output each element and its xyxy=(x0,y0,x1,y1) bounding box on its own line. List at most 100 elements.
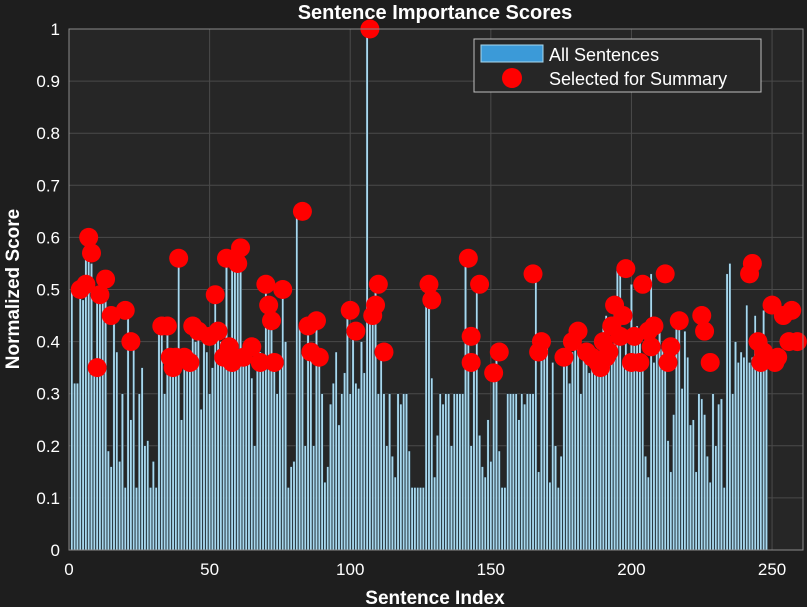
selected-point xyxy=(273,280,293,299)
y-tick-label: 0.7 xyxy=(36,176,60,195)
bar xyxy=(742,357,746,551)
bar xyxy=(512,393,515,551)
selected-point xyxy=(87,358,107,378)
x-tick-label: 150 xyxy=(477,560,505,579)
selected-point xyxy=(368,274,388,294)
bar xyxy=(756,346,760,551)
bar xyxy=(736,362,740,551)
bar xyxy=(461,393,465,551)
bar xyxy=(340,393,344,551)
selected-point xyxy=(81,243,101,263)
selected-point xyxy=(661,337,681,357)
bar xyxy=(289,466,293,551)
bar xyxy=(410,487,414,551)
bar xyxy=(483,476,487,551)
bar xyxy=(630,284,633,551)
bar xyxy=(205,351,209,551)
selected-point xyxy=(692,306,712,326)
bar xyxy=(472,362,476,551)
bar xyxy=(748,362,751,551)
bar xyxy=(143,445,147,551)
bar xyxy=(334,351,338,551)
bar xyxy=(351,330,355,551)
bar xyxy=(523,403,526,551)
bar xyxy=(433,476,436,551)
bar xyxy=(759,341,763,551)
bar xyxy=(607,362,611,551)
plot-border xyxy=(68,28,804,551)
bar xyxy=(348,393,352,551)
bar xyxy=(219,341,223,551)
bar xyxy=(227,357,231,551)
bar xyxy=(87,252,91,551)
y-tick-label: 0.6 xyxy=(36,228,60,247)
bar xyxy=(239,263,242,551)
bar xyxy=(154,487,158,551)
bar xyxy=(199,409,203,551)
legend-marker-swatch xyxy=(502,68,522,88)
bar xyxy=(354,383,358,551)
bar xyxy=(579,393,583,551)
bar xyxy=(382,393,386,551)
bar xyxy=(225,258,228,551)
bar xyxy=(295,211,299,551)
selected-point xyxy=(90,285,110,305)
bar xyxy=(346,310,349,551)
bar xyxy=(309,351,313,551)
bar xyxy=(576,330,580,551)
selected-point xyxy=(782,300,802,320)
bar xyxy=(284,341,287,551)
selected-point xyxy=(630,352,650,372)
selected-point xyxy=(242,337,262,357)
bar xyxy=(669,471,673,551)
y-tick-label: 1 xyxy=(51,20,60,39)
bar xyxy=(157,325,161,551)
bar xyxy=(725,273,729,551)
selected-point xyxy=(742,253,762,273)
y-tick-label: 0.3 xyxy=(36,385,60,404)
bar xyxy=(312,445,315,551)
selected-point xyxy=(115,300,135,320)
bar xyxy=(236,247,240,551)
bar xyxy=(137,393,141,551)
bar xyxy=(174,362,178,551)
bar xyxy=(722,487,726,551)
bar xyxy=(731,393,735,551)
selected-point xyxy=(205,285,225,305)
y-axis-label: Normalized Score xyxy=(3,209,24,370)
bar xyxy=(647,476,650,551)
selected-point xyxy=(554,347,574,367)
bar xyxy=(573,336,577,551)
bar xyxy=(73,383,76,551)
bar xyxy=(694,471,698,551)
bar xyxy=(691,419,695,551)
bar xyxy=(129,419,133,551)
selected-point xyxy=(633,274,653,294)
bar xyxy=(301,351,304,551)
bar xyxy=(706,456,709,551)
bar xyxy=(70,289,74,551)
selected-point xyxy=(610,326,630,346)
selected-point xyxy=(180,352,200,372)
bar xyxy=(438,393,442,551)
bar xyxy=(751,357,754,551)
selected-point xyxy=(306,311,326,331)
bar xyxy=(188,362,192,551)
bar xyxy=(405,393,408,551)
selected-point xyxy=(768,347,788,367)
bar xyxy=(391,456,394,551)
bar xyxy=(520,393,524,551)
bar xyxy=(112,315,116,551)
bar xyxy=(396,393,400,551)
bar xyxy=(194,341,197,551)
bar xyxy=(413,487,417,551)
bar xyxy=(121,393,124,551)
selected-point xyxy=(231,238,251,258)
bar xyxy=(171,362,175,551)
selected-point xyxy=(264,352,284,372)
bar xyxy=(720,398,723,551)
selected-point xyxy=(228,253,248,273)
bar xyxy=(332,383,335,551)
bar xyxy=(242,357,245,551)
bar xyxy=(708,482,712,551)
